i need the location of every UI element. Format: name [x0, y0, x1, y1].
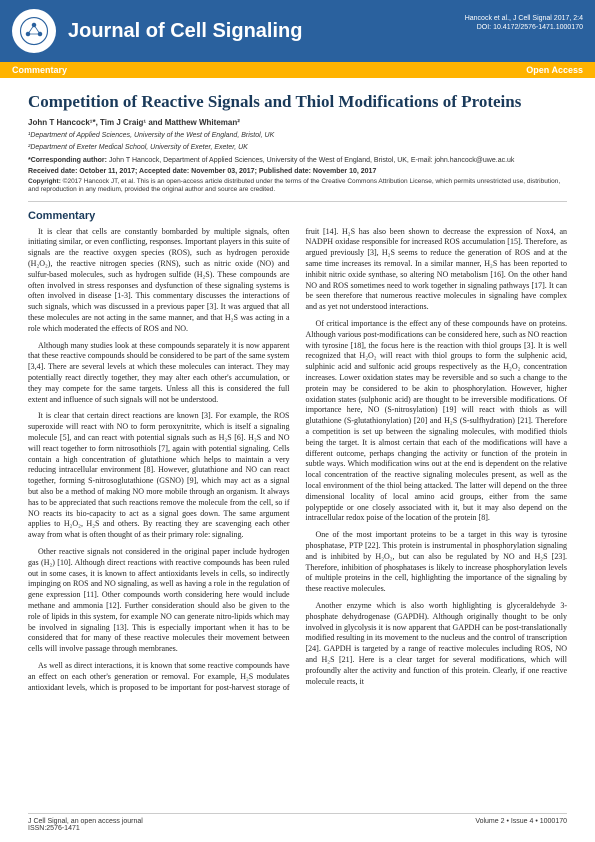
section-title: Commentary — [28, 210, 567, 222]
footer-right: Volume 2 • Issue 4 • 1000170 — [475, 818, 567, 832]
paragraph: It is clear that cells are constantly bo… — [28, 227, 290, 335]
copyright-label: Copyright: — [28, 178, 61, 185]
affiliation-2: ²Department of Exeter Medical School, Un… — [28, 143, 567, 153]
journal-logo — [12, 9, 56, 53]
paragraph: Of critical importance is the effect any… — [306, 319, 568, 524]
authors: John T Hancock¹*, Tim J Craig¹ and Matth… — [28, 118, 567, 127]
copyright: Copyright: ©2017 Hancock JT, et al. This… — [28, 178, 567, 202]
footer-journal: J Cell Signal, an open access journal — [28, 818, 143, 825]
footer-issn: ISSN:2576-1471 — [28, 825, 143, 832]
paragraph: One of the most important proteins to be… — [306, 530, 568, 595]
corresp-text: John T Hancock, Department of Applied Sc… — [107, 157, 514, 164]
body-columns: It is clear that cells are constantly bo… — [28, 227, 567, 694]
banner-left: Commentary — [12, 65, 67, 75]
journal-header: Journal of Cell Signaling Hancock et al.… — [0, 0, 595, 62]
banner: Commentary Open Access — [0, 62, 595, 78]
affiliation-1: ¹Department of Applied Sciences, Univers… — [28, 131, 567, 141]
citation-line: Hancock et al., J Cell Signal 2017, 2:4 — [465, 14, 583, 23]
paragraph: Although many studies look at these comp… — [28, 341, 290, 406]
page-footer: J Cell Signal, an open access journal IS… — [28, 813, 567, 832]
paragraph: Another enzyme which is also worth highl… — [306, 601, 568, 687]
paragraph: It is clear that certain direct reaction… — [28, 411, 290, 541]
journal-title: Journal of Cell Signaling — [68, 20, 302, 43]
footer-left: J Cell Signal, an open access journal IS… — [28, 818, 143, 832]
dates-text: Received date: October 11, 2017; Accepte… — [28, 168, 376, 175]
header-citation: Hancock et al., J Cell Signal 2017, 2:4 … — [465, 14, 583, 32]
doi-line: DOI: 10.4172/2576-1471.1000170 — [465, 23, 583, 32]
corresponding-author: *Corresponding author: John T Hancock, D… — [28, 156, 567, 166]
article-content: Competition of Reactive Signals and Thio… — [0, 78, 595, 693]
corresp-label: *Corresponding author: — [28, 157, 107, 164]
paragraph: Other reactive signals not considered in… — [28, 547, 290, 655]
copyright-text: ©2017 Hancock JT, et al. This is an open… — [28, 178, 560, 193]
banner-right: Open Access — [526, 65, 583, 75]
article-dates: Received date: October 11, 2017; Accepte… — [28, 168, 567, 175]
article-title: Competition of Reactive Signals and Thio… — [28, 92, 567, 112]
